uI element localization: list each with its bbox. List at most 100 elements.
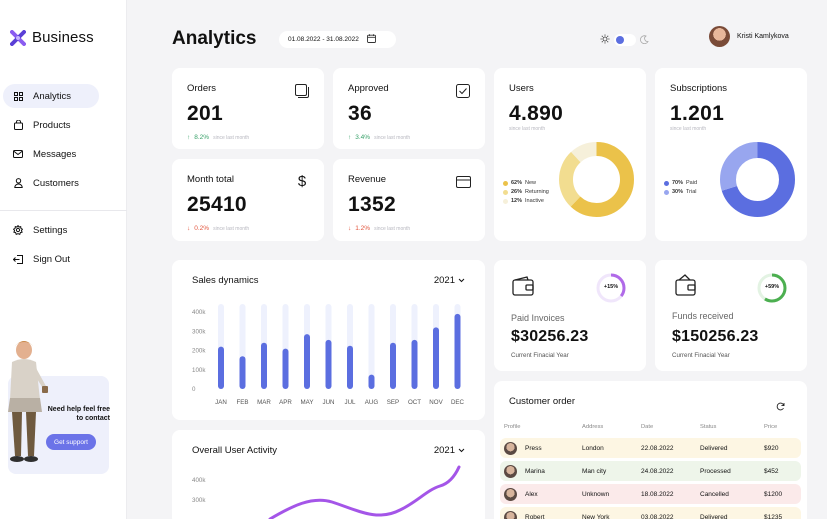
- bar: [411, 339, 418, 389]
- bar-track: [368, 304, 375, 389]
- bag-icon: [13, 120, 23, 130]
- revenue-change-pct: 1.2%: [355, 225, 371, 232]
- x-tick-label: SEP: [387, 399, 399, 406]
- user-name: Kristi Kamlykova: [737, 33, 789, 40]
- y-tick-label: 400k: [192, 309, 206, 316]
- avatar: [504, 510, 517, 519]
- bar: [390, 342, 396, 389]
- paid-invoices-ring: [596, 273, 626, 303]
- mail-icon: [13, 149, 23, 159]
- activity-year-value: 2021: [433, 445, 455, 456]
- funds-received-ring: [757, 273, 787, 303]
- users-card: Users 4.890 since last month 62% New 26% R…: [494, 68, 646, 241]
- paid-invoices-badge: +15%: [603, 284, 619, 290]
- avatar: [504, 487, 517, 501]
- legend-dot: [503, 180, 508, 186]
- donut-slice: [559, 142, 634, 217]
- legend-pct: 30%: [672, 189, 684, 195]
- legend-dot: [664, 180, 669, 186]
- revenue-change: ↓ 1.2% since last month: [348, 225, 410, 232]
- month-total-change-pct: 0.2%: [194, 225, 210, 232]
- arrow-up-icon: ↑: [187, 134, 191, 141]
- sidebar-item-sign-out[interactable]: Sign Out: [3, 247, 99, 271]
- sales-year-select[interactable]: 2021: [434, 275, 465, 286]
- profile: Press: [504, 441, 578, 455]
- status-cell: Delivered: [696, 507, 760, 519]
- profile-cell: Alex: [500, 484, 578, 504]
- theme-toggle[interactable]: [600, 31, 649, 49]
- sidebar-item-analytics[interactable]: Analytics: [3, 84, 99, 108]
- activity-year-select[interactable]: 2021: [434, 445, 465, 456]
- user-icon: [13, 178, 23, 188]
- theme-switch[interactable]: [614, 34, 636, 46]
- orders-title: Orders: [187, 83, 217, 94]
- credit-card-icon: [456, 175, 471, 189]
- price-cell: $1235: [760, 507, 801, 519]
- chevron-down-icon: [458, 445, 465, 456]
- users-donut-chart: [559, 142, 634, 217]
- user-profile[interactable]: Kristi Kamlykova: [709, 26, 789, 47]
- sidebar-item-label: Messages: [33, 148, 77, 160]
- column-header: Price: [764, 424, 778, 430]
- sidebar-item-label: Sign Out: [33, 253, 70, 265]
- paid-invoices-sub: Current Finacial Year: [511, 352, 569, 359]
- checkbox-icon: [456, 84, 470, 98]
- sidebar: Business Analytics Products Messages: [0, 0, 127, 519]
- table-row[interactable]: Press London 22.08.2022 Delivered $920: [500, 438, 801, 458]
- sidebar-item-products[interactable]: Products: [3, 113, 99, 137]
- subscriptions-card: Subscriptions 1.201 since last month 70%…: [655, 68, 807, 241]
- bar: [218, 346, 224, 389]
- address-cell: Man city: [578, 461, 637, 481]
- y-tick-label: 100k: [192, 367, 206, 374]
- status-cell: Cancelled: [696, 484, 760, 504]
- grid-icon: [13, 91, 23, 101]
- revenue-title: Revenue: [348, 174, 387, 185]
- table-row[interactable]: Marina Man city 24.08.2022 Processed $452: [500, 461, 801, 481]
- wallet-icon: [512, 276, 534, 301]
- month-total-title: Month total: [187, 174, 234, 185]
- sidebar-item-label: Products: [33, 119, 71, 131]
- legend-label: Returning: [525, 189, 549, 195]
- date-range-picker[interactable]: 01.08.2022 - 31.08.2022: [279, 31, 396, 48]
- sidebar-item-customers[interactable]: Customers: [3, 171, 99, 195]
- sidebar-item-messages[interactable]: Messages: [3, 142, 99, 166]
- paid-invoices-card: +15% Paid Invoices $30256.23 Current Fin…: [494, 260, 646, 371]
- table-header-row: Profile Address Date Status Price: [500, 424, 801, 435]
- since-label: since last month: [213, 226, 250, 232]
- table-row[interactable]: Alex Unknown 18.08.2022 Cancelled $1200: [500, 484, 801, 504]
- dollar-icon: $: [297, 173, 307, 190]
- refresh-icon[interactable]: [776, 398, 785, 416]
- activity-title: Overall User Activity: [192, 445, 277, 456]
- funds-received-card: +59% Funds received $150256.23 Current F…: [655, 260, 807, 371]
- funds-received-label: Funds received: [672, 311, 734, 321]
- x-tick-label: FEB: [236, 399, 248, 406]
- legend-label: Paid: [686, 180, 698, 186]
- customer-name: Robert: [525, 513, 545, 519]
- get-support-button[interactable]: Get support: [46, 434, 96, 450]
- legend-pct: 62%: [511, 180, 523, 186]
- sign-out-icon: [13, 254, 23, 264]
- orders-card: Orders 201 ↑ 8.2% since last month: [172, 68, 324, 149]
- sidebar-item-label: Analytics: [33, 90, 72, 102]
- sidebar-item-settings[interactable]: Settings: [3, 218, 99, 242]
- since-label: since last month: [509, 126, 546, 132]
- column-header: Profile: [504, 424, 521, 430]
- orders-change-pct: 8.2%: [194, 134, 210, 141]
- approved-title: Approved: [348, 83, 389, 94]
- address-cell: New York: [578, 507, 637, 519]
- brand[interactable]: Business: [10, 29, 94, 46]
- sidebar-item-label: Customers: [33, 177, 79, 189]
- legend-label: New: [525, 180, 537, 186]
- donut-slice: [720, 142, 795, 217]
- x-tick-label: MAR: [257, 399, 271, 406]
- subscriptions-legend: 70% Paid 30% Trial: [664, 180, 697, 198]
- x-tick-label: JUN: [322, 399, 334, 406]
- customer-name: Alex: [525, 490, 538, 498]
- subscriptions-title: Subscriptions: [670, 83, 728, 94]
- users-title: Users: [509, 83, 534, 94]
- column-header: Status: [700, 424, 717, 430]
- address-cell: Unknown: [578, 484, 637, 504]
- table-row[interactable]: Robert New York 03.08.2022 Delivered $1235: [500, 507, 801, 519]
- date-cell: 24.08.2022: [637, 461, 696, 481]
- profile: Alex: [504, 487, 578, 501]
